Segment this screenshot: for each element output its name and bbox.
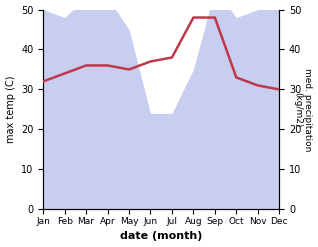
Y-axis label: med. precipitation
(kg/m2): med. precipitation (kg/m2) xyxy=(293,68,313,151)
Y-axis label: max temp (C): max temp (C) xyxy=(5,76,16,143)
X-axis label: date (month): date (month) xyxy=(120,231,203,242)
